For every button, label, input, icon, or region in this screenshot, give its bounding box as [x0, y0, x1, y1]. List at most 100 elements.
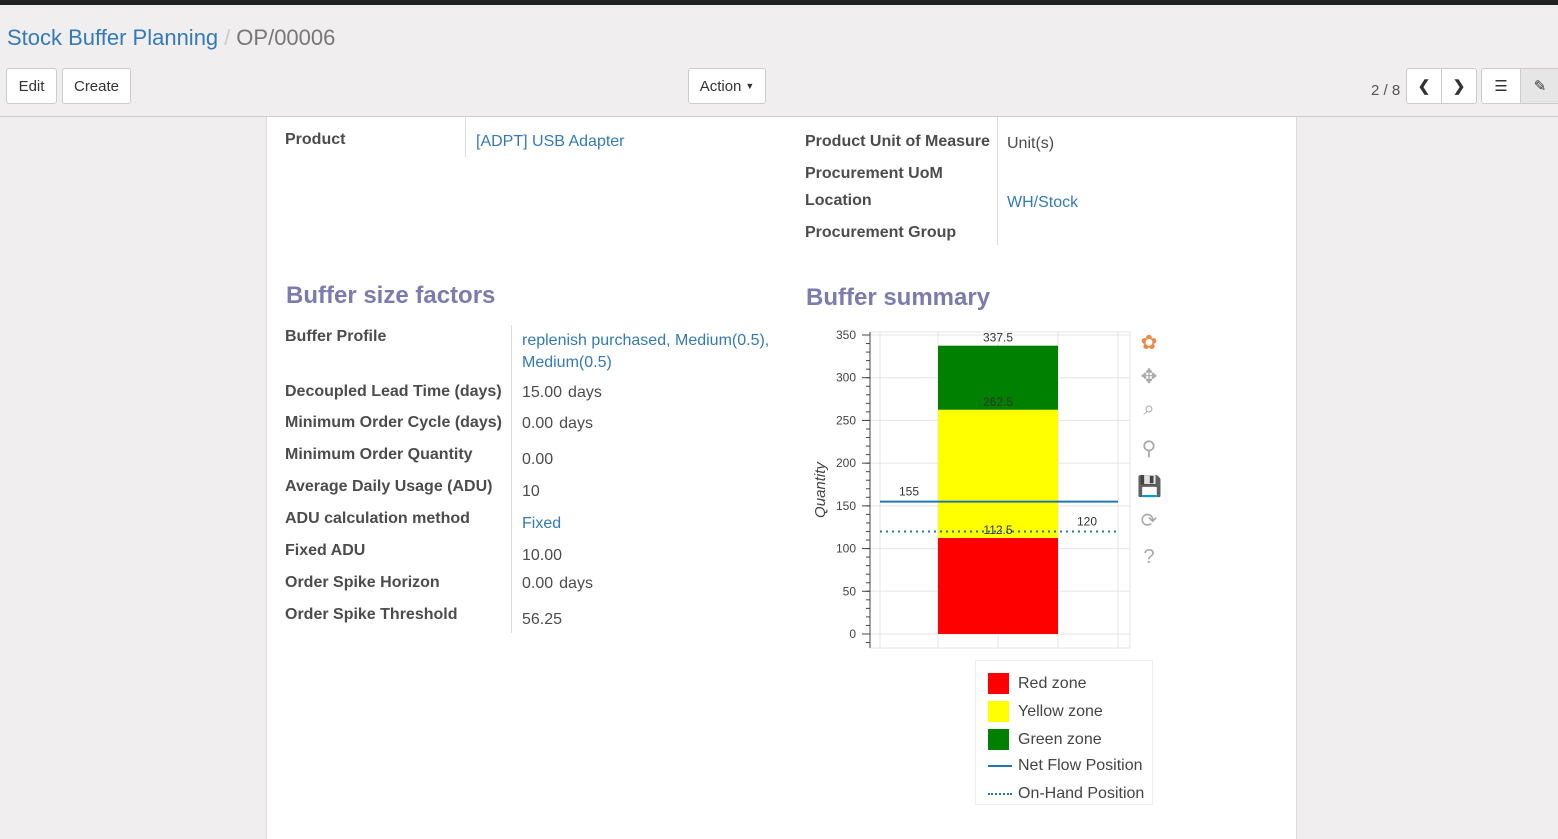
bar-segment-red-zone	[938, 537, 1058, 634]
form-view-button[interactable]: ✎	[1520, 68, 1558, 104]
top-bar	[0, 0, 1558, 5]
create-button[interactable]: Create	[62, 68, 131, 104]
list-icon: ☰	[1494, 78, 1508, 95]
bar-label: 262.5	[983, 395, 1013, 409]
factor-label: ADU calculation method	[285, 510, 470, 527]
buffer-chart[interactable]: 0 50 100 150 200 250 300 350 Quantity 155 120 112.5…	[805, 320, 1135, 660]
chevron-right-icon: ❯	[1452, 78, 1466, 95]
factor-value-text: 0.00	[522, 575, 554, 592]
unit-label: days	[559, 415, 593, 432]
action-button[interactable]: Action ▼	[688, 68, 766, 104]
factor-label: Order Spike Threshold	[285, 606, 458, 623]
chart-legend: Red zone Yellow zone Green zone Net Flow Po…	[975, 660, 1153, 805]
procurement-group-label: Procurement Group	[805, 224, 957, 241]
location-link[interactable]: WH/Stock	[1007, 194, 1079, 211]
factor-label: Decoupled Lead Time (days)	[285, 383, 502, 400]
factor-label: Fixed ADU	[285, 542, 366, 559]
bokeh-logo-icon: ✿	[1140, 332, 1158, 354]
factor-label: Buffer Profile	[285, 328, 387, 345]
bar-segment-green-zone	[938, 345, 1058, 410]
bar-segment-yellow-zone	[938, 409, 1058, 538]
reset-icon[interactable]: ⟳	[1140, 510, 1158, 532]
breadcrumb: Stock Buffer Planning / OP/00006	[7, 25, 336, 50]
factor-value: 10.00	[522, 545, 562, 565]
procurement-uom-label: Procurement UoM	[805, 165, 943, 182]
bar-label: 337.5	[983, 331, 1013, 345]
breadcrumb-current: OP/00006	[236, 25, 336, 50]
legend-label: Red zone	[1018, 674, 1087, 692]
factor-value-text: 15.00	[522, 384, 563, 401]
caret-down-icon: ▼	[745, 81, 755, 91]
y-axis-label: Quantity	[812, 461, 829, 518]
factor-value-text[interactable]: replenish purchased, Medium(0.5), Medium…	[522, 332, 770, 371]
divider	[511, 325, 512, 633]
box-zoom-icon[interactable]: ⌕	[1143, 398, 1155, 420]
divider	[997, 117, 998, 245]
legend-item: Green zone	[988, 729, 1102, 750]
factor-label: Average Daily Usage (ADU)	[285, 478, 493, 495]
y-tick-label: 300	[836, 371, 856, 385]
factor-value-text: 10.00	[522, 547, 563, 564]
y-tick-label: 200	[836, 456, 856, 470]
action-label: Action	[699, 77, 742, 95]
breadcrumb-parent[interactable]: Stock Buffer Planning	[7, 25, 219, 50]
legend-swatch	[988, 701, 1009, 722]
y-tick-label: 350	[836, 328, 856, 342]
product-link[interactable]: [ADPT] USB Adapter	[476, 133, 625, 150]
location-label: Location	[805, 192, 872, 209]
buffer-size-factors-title: Buffer size factors	[286, 282, 496, 309]
factor-label: Order Spike Horizon	[285, 574, 440, 591]
legend-item: Yellow zone	[988, 701, 1103, 722]
line-label: 155	[899, 485, 919, 499]
legend-item: On-Hand Position	[988, 785, 1144, 803]
factor-value-text: 10	[522, 483, 540, 500]
pager-value: 2 / 8	[1371, 82, 1401, 99]
factor-value: 10	[522, 481, 540, 501]
factor-value-text: 0.00	[522, 451, 554, 468]
unit-label: days	[559, 575, 593, 592]
product-label: Product	[285, 131, 346, 148]
legend-label: Yellow zone	[1018, 702, 1103, 720]
legend-swatch	[988, 765, 1012, 767]
edit-button[interactable]: Edit	[6, 68, 57, 104]
factor-value: 15.00 days	[522, 384, 602, 402]
y-tick-label: 50	[843, 584, 857, 598]
legend-swatch	[988, 729, 1009, 750]
unit-label: days	[568, 384, 602, 401]
factor-value: 56.25	[522, 609, 562, 629]
factor-value: 0.00	[522, 449, 553, 469]
legend-label: Green zone	[1018, 730, 1102, 748]
factor-value-text: 0.00	[522, 415, 554, 432]
buffer-summary-title: Buffer summary	[806, 284, 991, 311]
line-label: 120	[1077, 514, 1097, 528]
pan-icon[interactable]: ✥	[1140, 366, 1158, 388]
next-button[interactable]: ❯	[1441, 68, 1477, 104]
legend-item: Net Flow Position	[988, 757, 1143, 775]
legend-item: Red zone	[988, 673, 1087, 694]
bar-label: 112.5	[983, 523, 1012, 537]
y-tick-label: 0	[849, 627, 856, 641]
y-tick-label: 150	[836, 499, 856, 513]
uom-label: Product Unit of Measure	[805, 133, 990, 150]
uom-value: Unit(s)	[1007, 135, 1055, 152]
factor-value-text: 56.25	[522, 611, 563, 628]
divider	[465, 117, 466, 157]
wheel-zoom-icon[interactable]: ⚲	[1141, 438, 1157, 460]
factor-value: 0.00 days	[522, 415, 593, 433]
y-tick-label: 100	[836, 542, 856, 556]
control-panel: Stock Buffer Planning / OP/00006 Edit Crea…	[0, 5, 1558, 117]
legend-label: Net Flow Position	[1018, 757, 1143, 774]
legend-label: On-Hand Position	[1018, 785, 1145, 802]
previous-button[interactable]: ❮	[1406, 68, 1442, 104]
chevron-left-icon: ❮	[1417, 78, 1431, 95]
factor-value: 0.00 days	[522, 575, 593, 593]
factor-value-text[interactable]: Fixed	[522, 515, 562, 532]
factor-value: replenish purchased, Medium(0.5), Medium…	[522, 328, 782, 374]
y-tick-label: 250	[836, 413, 856, 427]
list-view-button[interactable]: ☰	[1481, 68, 1521, 104]
legend-swatch	[988, 793, 1012, 795]
factor-label: Minimum Order Quantity	[285, 446, 473, 463]
edit-icon: ✎	[1533, 78, 1547, 95]
help-icon[interactable]: ?	[1143, 546, 1155, 568]
save-icon[interactable]: 💾	[1137, 476, 1162, 498]
